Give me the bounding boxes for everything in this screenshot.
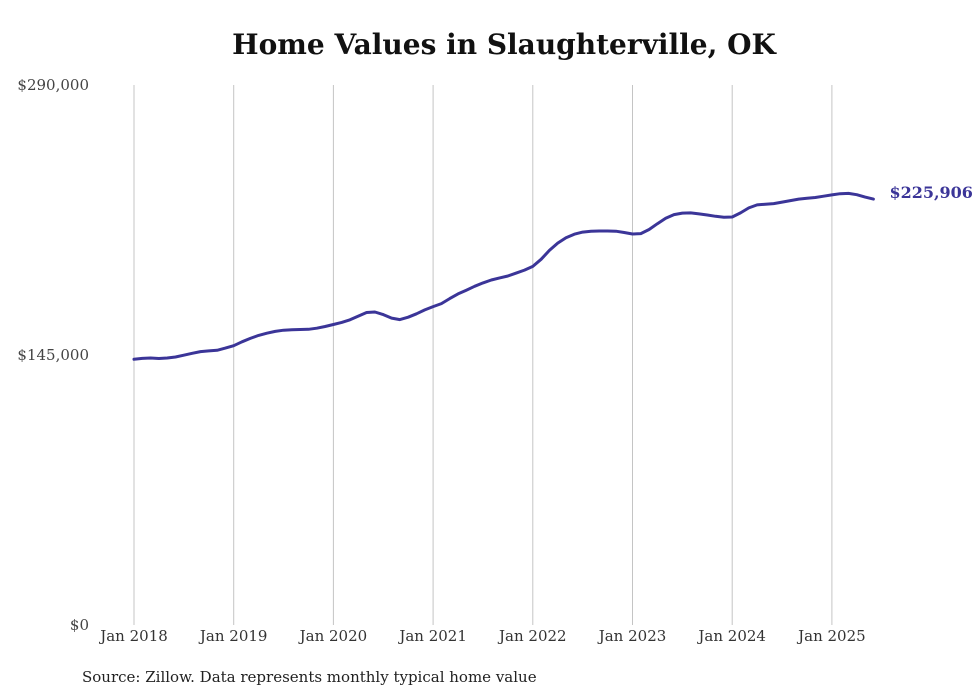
x-tick-label: Jan 2021 [397, 627, 467, 645]
x-tick-label: Jan 2025 [796, 627, 866, 645]
y-tick-label: $0 [70, 616, 89, 634]
x-tick-label: Jan 2018 [98, 627, 168, 645]
y-tick-label: $290,000 [17, 76, 89, 94]
series-line [132, 191, 875, 361]
source-note: Source: Zillow. Data represents monthly … [82, 668, 537, 686]
y-axis-tick-labels: $0 $145,000 $290,000 [17, 76, 89, 634]
x-tick-label: Jan 2023 [597, 627, 667, 645]
x-axis-tick-labels: Jan 2018 Jan 2019 Jan 2020 Jan 2021 Jan 2022… [98, 627, 865, 645]
chart-title: Home Values in Slaughterville, OK [232, 28, 776, 61]
end-value-label: $225,906 [889, 183, 973, 202]
end-label-layer: $225,906 [889, 183, 973, 202]
x-tick-label: Jan 2024 [696, 627, 766, 645]
grid-lines [133, 85, 833, 625]
x-tick-label: Jan 2022 [497, 627, 567, 645]
x-tick-label: Jan 2020 [298, 627, 368, 645]
x-tick-label: Jan 2019 [198, 627, 268, 645]
y-tick-label: $145,000 [17, 346, 89, 364]
series-layer [132, 191, 875, 361]
